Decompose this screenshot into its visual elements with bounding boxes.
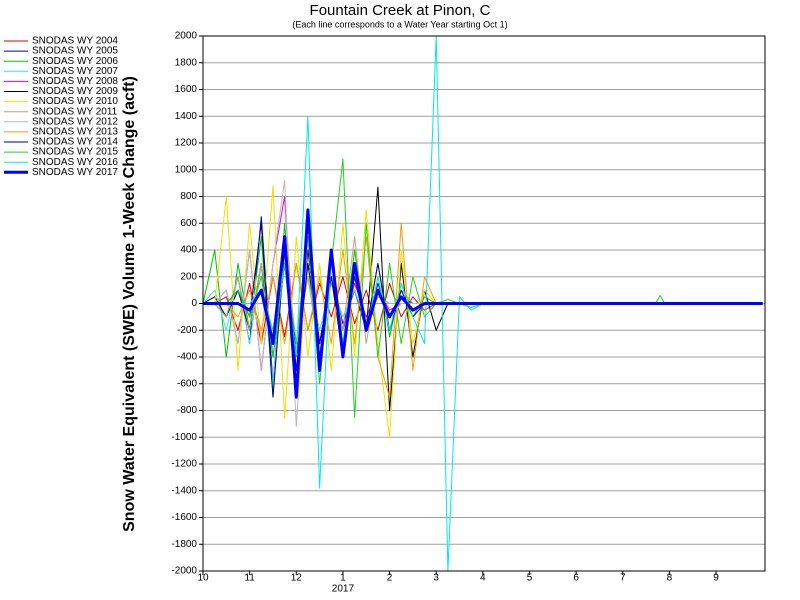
legend-label: SNODAS WY 2015 (32, 147, 118, 158)
legend-label: SNODAS WY 2010 (32, 96, 118, 107)
legend-label: SNODAS WY 2006 (32, 56, 118, 67)
legend-label: SNODAS WY 2012 (32, 116, 118, 127)
x-tick-label: 10 (197, 573, 209, 584)
y-tick-label: 1000 (175, 164, 198, 175)
y-tick-label: 1200 (175, 138, 198, 149)
chart-subtitle: (Each line corresponds to a Water Year s… (292, 19, 507, 29)
series-line (203, 208, 763, 399)
y-tick-label: -1400 (171, 485, 197, 496)
y-tick-label: 1400 (175, 111, 198, 122)
x-tick-label: 5 (527, 573, 533, 584)
x-tick-label: 7 (620, 573, 626, 584)
legend-label: SNODAS WY 2008 (32, 76, 118, 87)
x-tick-label: 11 (244, 573, 255, 584)
x-tick-label: 4 (480, 573, 486, 584)
y-tick-label: -200 (177, 325, 197, 336)
y-tick-label: -2000 (171, 566, 197, 577)
x-sublabel: 2017 (332, 584, 355, 595)
y-tick-label: -1000 (171, 432, 197, 443)
y-tick-label: -1200 (171, 459, 197, 470)
x-tick-label: 2 (387, 573, 393, 584)
y-tick-label: 200 (180, 271, 197, 282)
legend-label: SNODAS WY 2005 (32, 46, 118, 57)
y-tick-label: -1800 (171, 539, 197, 550)
y-tick-label: 0 (191, 298, 197, 309)
legend-label: SNODAS WY 2014 (32, 137, 118, 148)
legend-label: SNODAS WY 2009 (32, 86, 118, 97)
plot-frame (202, 35, 766, 572)
y-tick-label: 1600 (175, 84, 198, 95)
legend-label: SNODAS WY 2013 (32, 127, 118, 138)
y-tick-label: 400 (180, 245, 197, 256)
chart-title: Fountain Creek at Pinon, C (310, 2, 491, 19)
legend-label: SNODAS WY 2011 (32, 106, 118, 117)
legend-label: SNODAS WY 2016 (32, 157, 118, 168)
y-tick-label: -600 (177, 378, 197, 389)
x-tick-label: 1 (340, 573, 346, 584)
y-tick-label: -800 (177, 405, 197, 416)
y-tick-label: -1600 (171, 512, 197, 523)
x-tick-label: 6 (573, 573, 579, 584)
x-tick-label: 3 (433, 573, 439, 584)
y-tick-label: -400 (177, 352, 197, 363)
x-tick-label: 8 (667, 573, 673, 584)
legend-label: SNODAS WY 2007 (32, 66, 118, 77)
x-tick-label: 12 (291, 573, 303, 584)
y-tick-label: 600 (180, 218, 197, 229)
y-tick-label: 800 (180, 191, 197, 202)
y-axis-label: Snow Water Equivalent (SWE) Volume 1-Wee… (121, 76, 138, 532)
legend-label: SNODAS WY 2017 (32, 167, 118, 178)
y-tick-label: 1800 (175, 57, 198, 68)
x-tick-label: 9 (713, 573, 719, 584)
legend-label: SNODAS WY 2004 (32, 36, 118, 47)
y-tick-label: 2000 (175, 31, 198, 42)
